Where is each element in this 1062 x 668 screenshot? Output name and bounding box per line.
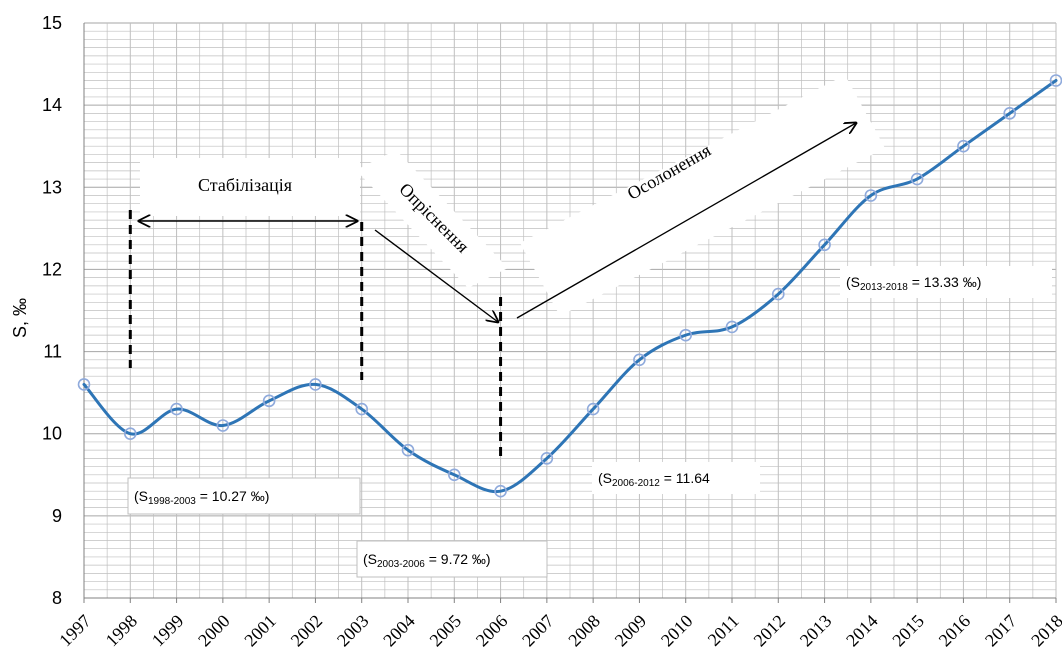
x-tick-label: 2014: [842, 611, 882, 651]
data-point-marker: [957, 139, 970, 153]
x-tick-label: 1999: [148, 611, 188, 651]
desalination-arrow: [374, 229, 498, 322]
period-mean-prefix: (S: [134, 488, 148, 504]
phase-label: Стабілізація: [198, 175, 292, 195]
x-tick-label: 2008: [564, 611, 604, 651]
data-point-marker: [771, 287, 785, 301]
y-axis-title: S, ‰: [10, 298, 30, 338]
y-tick-label: 10: [42, 424, 62, 444]
y-tick-label: 13: [42, 177, 62, 197]
y-tick-label: 12: [42, 259, 62, 279]
x-tick-label: 2007: [518, 611, 558, 651]
period-mean-box: [592, 462, 760, 494]
y-tick-label: 11: [43, 342, 62, 362]
x-tick-label: 2003: [333, 611, 373, 651]
x-tick-label: 2009: [611, 611, 651, 651]
axes: [83, 23, 1057, 603]
x-tick-label: 2001: [240, 611, 280, 651]
period-mean-box: [127, 477, 361, 515]
period-mean-range: 2003-2006: [377, 559, 425, 570]
data-point-marker: [494, 484, 507, 498]
x-tick-label: 2012: [750, 611, 790, 651]
period-mean-prefix: (S: [598, 470, 612, 486]
data-point-marker: [309, 378, 322, 391]
data-point-marker: [401, 443, 415, 457]
x-tick-label: 2006: [472, 611, 512, 651]
data-point-marker: [123, 427, 137, 441]
data-point-marker: [355, 402, 369, 416]
period-mean-value: = 9.72 ‰): [425, 551, 491, 567]
period-mean-range: 1998-2003: [148, 496, 196, 507]
period-mean-value: = 10.27 ‰): [196, 488, 270, 504]
salinization-arrow: [516, 123, 856, 319]
data-point-marker: [818, 238, 831, 252]
period-mean-prefix: (S: [846, 274, 860, 290]
data-point-marker: [540, 452, 554, 465]
x-tick-label: 2005: [426, 611, 466, 651]
period-mean-range: 2006-2012: [612, 478, 660, 489]
x-tick-label: 2002: [287, 611, 327, 651]
data-point-marker: [77, 378, 91, 391]
data-point-marker: [910, 172, 924, 186]
x-tick-label: 2017: [981, 611, 1021, 651]
period-mean-prefix: (S: [363, 551, 377, 567]
period-mean-value: = 11.64: [660, 470, 710, 486]
series-layer: [77, 74, 1062, 498]
y-tick-label: 9: [52, 506, 62, 526]
data-point-marker: [216, 419, 230, 432]
period-mean-label: (S2013-2018 = 13.33 ‰): [846, 274, 981, 293]
x-tick-label: 2015: [888, 611, 928, 651]
data-point-marker: [679, 328, 693, 342]
data-point-marker: [262, 394, 276, 408]
salinity-series-line: [82, 79, 1058, 494]
period-mean-label: (S1998-2003 = 10.27 ‰): [134, 488, 269, 507]
data-point-marker: [725, 320, 739, 334]
annotations: [127, 75, 1052, 578]
y-tick-label: 14: [42, 95, 62, 115]
data-point-marker: [586, 402, 600, 416]
x-tick-label: 2018: [1027, 611, 1062, 651]
phase-label-background: [520, 75, 885, 316]
period-mean-range: 2013-2018: [860, 282, 908, 293]
data-point-marker: [170, 402, 183, 416]
data-point-marker: [1003, 107, 1017, 120]
x-tick-label: 2013: [796, 611, 836, 651]
data-point-marker: [864, 189, 878, 202]
period-mean-label: (S2003-2006 = 9.72 ‰): [363, 551, 491, 570]
y-tick-label: 8: [52, 588, 62, 608]
period-mean-box: [356, 540, 548, 578]
period-mean-label: (S2006-2012 = 11.64: [598, 470, 710, 489]
data-point-marker: [633, 353, 646, 367]
x-tick-label: 1997: [55, 611, 95, 651]
x-tick-label: 2000: [194, 611, 234, 651]
phase-label-background: [140, 158, 360, 216]
data-point-marker: [447, 468, 461, 482]
x-tick-label: 1998: [102, 611, 142, 651]
x-tick-label: 2004: [379, 611, 419, 651]
x-tick-label: 2010: [657, 611, 697, 651]
phase-label-background: [356, 150, 508, 288]
period-mean-box: [840, 266, 1052, 298]
y-tick-label: 15: [42, 13, 62, 33]
period-mean-value: = 13.33 ‰): [908, 274, 982, 290]
x-tick-label: 2016: [935, 611, 975, 651]
x-tick-label: 2011: [704, 611, 743, 650]
